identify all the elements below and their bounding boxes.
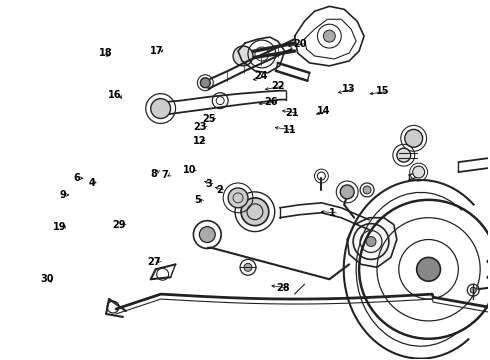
Text: 9: 9: [59, 190, 66, 200]
Circle shape: [397, 148, 411, 162]
Text: 3: 3: [205, 179, 212, 189]
Text: 7: 7: [161, 170, 168, 180]
Polygon shape: [347, 218, 397, 267]
Text: 11: 11: [283, 125, 296, 135]
Circle shape: [228, 188, 248, 208]
Text: 18: 18: [99, 48, 113, 58]
Text: 19: 19: [53, 222, 67, 232]
Text: 10: 10: [183, 165, 196, 175]
Circle shape: [340, 185, 354, 199]
Circle shape: [241, 198, 269, 226]
Circle shape: [200, 78, 210, 88]
Text: 21: 21: [285, 108, 299, 118]
Circle shape: [323, 30, 335, 42]
Text: 15: 15: [376, 86, 390, 96]
Text: 1: 1: [329, 208, 335, 218]
Text: 6: 6: [74, 173, 80, 183]
Text: 22: 22: [272, 81, 285, 91]
Text: 14: 14: [317, 106, 330, 116]
Text: 2: 2: [216, 185, 222, 195]
Text: 13: 13: [342, 84, 356, 94]
Text: 17: 17: [150, 46, 164, 56]
Text: 24: 24: [255, 71, 268, 81]
Text: 12: 12: [193, 136, 206, 146]
Text: 5: 5: [194, 195, 201, 205]
Circle shape: [405, 129, 422, 147]
Text: 27: 27: [147, 257, 160, 267]
Circle shape: [470, 287, 476, 293]
Circle shape: [416, 257, 441, 281]
Circle shape: [244, 264, 252, 271]
Text: 4: 4: [88, 177, 95, 188]
Text: 28: 28: [276, 283, 290, 293]
Text: 29: 29: [113, 220, 126, 230]
Circle shape: [366, 237, 376, 247]
Circle shape: [199, 227, 215, 243]
Circle shape: [413, 166, 425, 178]
Text: 23: 23: [193, 122, 206, 132]
Text: 20: 20: [294, 39, 307, 49]
Text: 8: 8: [150, 168, 157, 179]
Circle shape: [363, 186, 371, 194]
Text: 26: 26: [265, 97, 278, 107]
Text: 30: 30: [41, 274, 54, 284]
Text: 16: 16: [108, 90, 122, 100]
Text: 25: 25: [202, 113, 216, 123]
Circle shape: [151, 99, 171, 118]
Circle shape: [233, 46, 253, 66]
